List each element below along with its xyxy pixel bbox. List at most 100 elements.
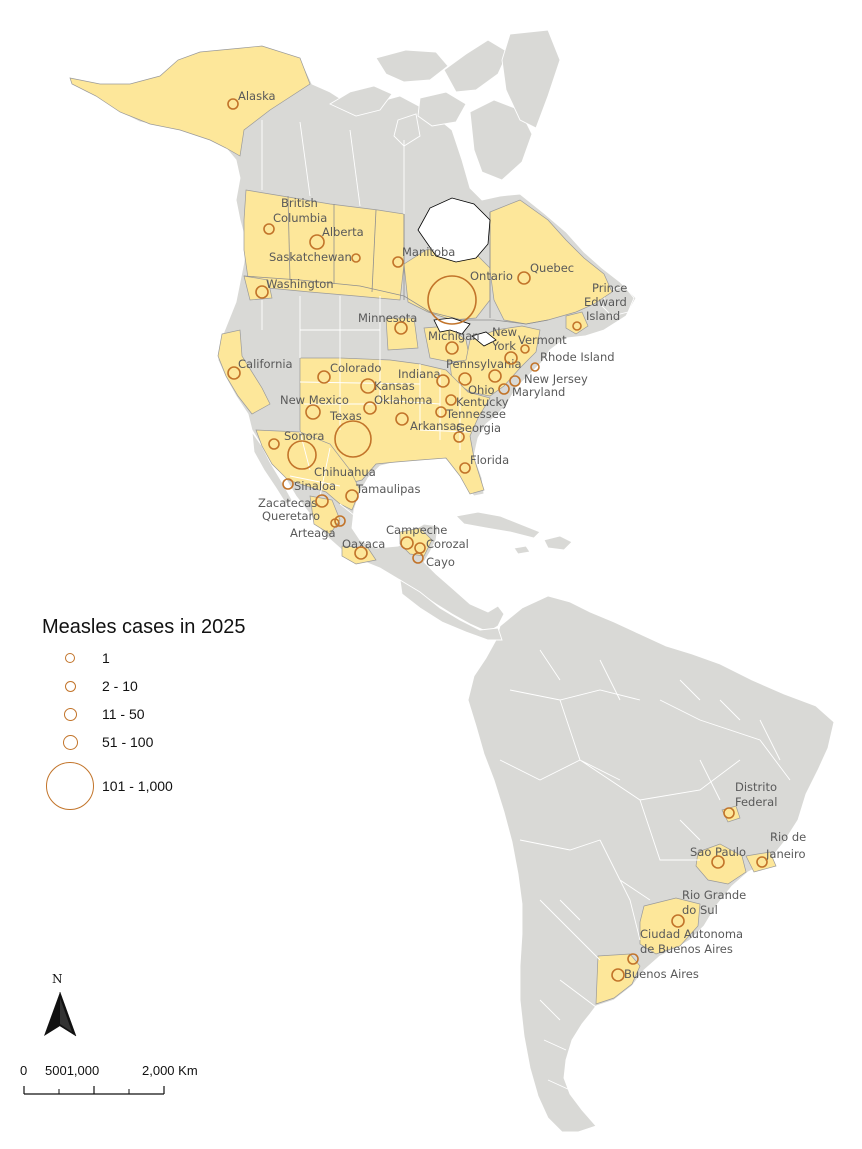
label-saskatchewan: Saskatchewan	[269, 250, 352, 264]
case-circle-tamaulipas	[345, 489, 359, 503]
area-quebec	[489, 199, 613, 325]
case-circle-tennessee	[435, 406, 447, 418]
case-circle-saskatchewan	[351, 253, 361, 263]
legend-label: 51 - 100	[102, 734, 154, 750]
label-rio-grande-2: do Sul	[682, 903, 718, 917]
case-circle-oklahoma	[363, 401, 377, 415]
case-circle-minnesota	[394, 321, 408, 335]
case-circle-maryland	[498, 383, 510, 395]
us-state-lines	[261, 296, 471, 450]
case-circle-campeche	[400, 536, 414, 550]
label-campeche: Campeche	[386, 523, 447, 537]
case-circle-buenos-aires	[611, 968, 625, 982]
label-new-mexico: New Mexico	[280, 393, 349, 407]
legend-label: 2 - 10	[102, 678, 138, 694]
label-buenos-aires: Buenos Aires	[624, 967, 699, 981]
legend-label: 101 - 1,000	[102, 778, 173, 794]
label-queretaro: Queretaro	[262, 509, 320, 523]
legend-title: Measles cases in 2025	[42, 616, 246, 638]
case-circle-arkansas	[395, 412, 409, 426]
scale-bar	[23, 1086, 165, 1095]
baja-land	[251, 430, 293, 505]
label-tennessee: Tennessee	[445, 407, 506, 421]
case-circle-oaxaca	[354, 546, 368, 560]
area-rio-grande-do-sul	[639, 897, 701, 955]
case-circles-layer	[227, 98, 768, 982]
north-america-land	[69, 45, 637, 633]
label-georgia: Georgia	[456, 421, 501, 435]
case-circle-alberta	[309, 234, 325, 250]
case-circle-distrito-federal	[723, 807, 735, 819]
bc-alberta-border	[287, 195, 291, 281]
scale-label-2: 2,000 Km	[142, 1063, 198, 1078]
label-maryland: Maryland	[512, 385, 565, 399]
label-rio-grande-1: Rio Grande	[682, 888, 746, 902]
case-circle-new-jersey	[509, 375, 521, 387]
legend-symbol-5	[40, 762, 100, 810]
legend-item-1: 1	[40, 646, 110, 670]
label-new-york-1: New	[492, 325, 517, 339]
case-circle-new-york	[504, 351, 518, 365]
greenland-edge	[501, 29, 561, 129]
north-arrow-letter: N	[52, 972, 63, 986]
label-rio-de-janeiro-1: Rio de	[770, 830, 806, 844]
arctic-island-2	[375, 49, 449, 83]
case-circle-rhode-island	[530, 362, 540, 372]
case-circle-rio-de-janeiro	[756, 856, 768, 868]
case-circle-ohio	[488, 369, 502, 383]
arctic-island-1	[329, 85, 393, 117]
label-zacatecas: Zacatecas	[258, 496, 317, 510]
label-indiana: Indiana	[398, 367, 441, 381]
label-vermont: Vermont	[518, 333, 567, 347]
label-distrito-federal-1: Distrito	[735, 780, 777, 794]
legend-label: 1	[102, 650, 110, 666]
case-circle-colorado	[317, 370, 331, 384]
case-circle-sinaloa	[282, 478, 294, 490]
case-circle-kansas	[360, 378, 376, 394]
label-sao-paulo: Sao Paulo	[690, 845, 746, 859]
hispaniola-land	[543, 535, 573, 551]
case-circle-arteaga	[334, 515, 346, 527]
case-circle-zacatecas	[315, 494, 329, 508]
hudson-bay	[417, 197, 491, 263]
label-alberta: Alberta	[322, 225, 364, 239]
legend-item-3: 11 - 50	[40, 702, 145, 726]
legend-item-5: 101 - 1,000	[40, 762, 173, 810]
area-maritimes	[565, 311, 589, 335]
mexico-state-lines	[289, 431, 381, 541]
case-circle-florida	[459, 462, 471, 474]
label-pennsylvania: Pennsylvania	[446, 357, 522, 371]
boundaries-layer	[243, 120, 791, 1091]
south-america-state-lines	[539, 649, 781, 1091]
legend-symbol-1	[40, 653, 100, 663]
legend-item-4: 51 - 100	[40, 730, 153, 754]
legend-symbol-2	[40, 680, 100, 692]
label-corozal: Corozal	[426, 537, 469, 551]
case-circle-prince-edward-island	[572, 321, 582, 331]
label-colorado: Colorado	[330, 361, 381, 375]
case-circle-cayo	[412, 552, 424, 564]
case-circle-sao-paulo	[711, 855, 725, 869]
label-british-columbia-2: Columbia	[273, 211, 327, 225]
case-circle-new-mexico	[305, 404, 321, 420]
label-rhode-island: Rhode Island	[540, 350, 615, 364]
affected-areas-layer	[69, 45, 777, 1005]
sask-manitoba-border	[371, 209, 377, 293]
label-washington: Washington	[266, 277, 334, 291]
case-circle-indiana	[436, 374, 450, 388]
central-america-land	[399, 579, 503, 641]
arctic-island-4	[417, 91, 467, 127]
case-circle-alaska	[227, 98, 239, 110]
case-circle-sonora	[268, 438, 280, 450]
label-new-york-2: York	[491, 339, 516, 353]
label-pei-3: Island	[586, 309, 620, 323]
case-circle-michigan	[445, 341, 459, 355]
case-circle-rio-grande-do-sul	[671, 914, 685, 928]
legend-symbol-3	[40, 707, 100, 721]
south-america-land	[467, 595, 835, 1133]
label-minnesota: Minnesota	[358, 311, 417, 325]
area-northeast-us	[449, 325, 541, 397]
label-sonora: Sonora	[284, 429, 324, 443]
label-manitoba: Manitoba	[402, 245, 455, 259]
